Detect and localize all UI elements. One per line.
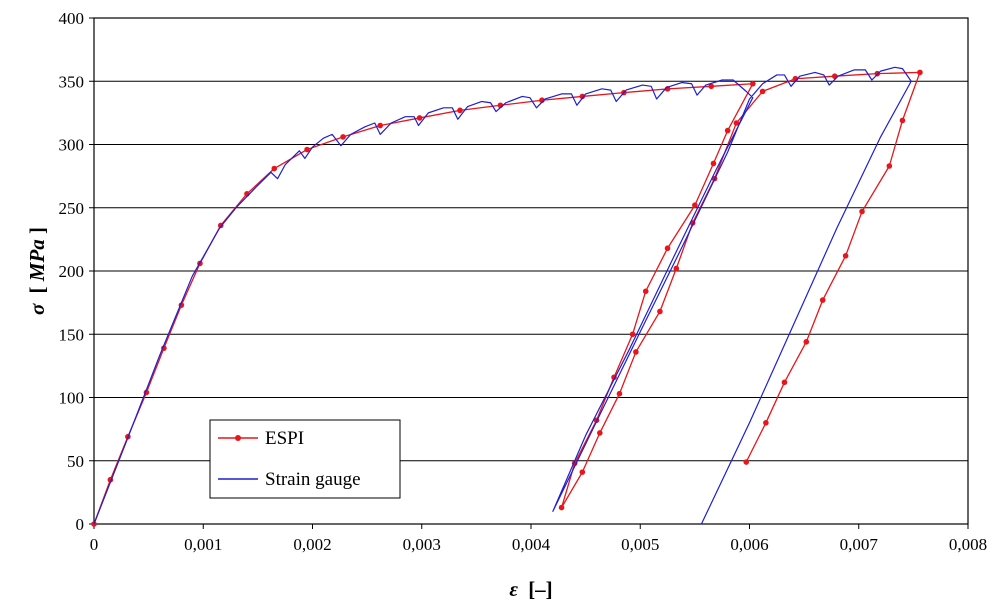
data-point-espi-23: [710, 160, 717, 167]
x-tick-label-5: 0,005: [621, 535, 659, 554]
data-point-espi-37: [673, 265, 680, 272]
legend-espi-marker: [235, 435, 241, 441]
data-point-espi-20: [708, 83, 715, 90]
y-tick-label-5: 250: [59, 199, 85, 218]
data-point-espi-53: [763, 420, 769, 426]
data-point-espi-33: [597, 430, 603, 436]
data-point-espi-17: [579, 93, 586, 100]
legend-strain-gauge-label: Strain gauge: [265, 469, 361, 490]
data-point-espi-45: [917, 69, 923, 76]
grid-lines: [94, 80, 968, 462]
x-tick-label-1: 0,001: [184, 535, 222, 554]
y-tick-label-4: 200: [59, 262, 85, 281]
y-axis-title: σ [ MPa ]: [25, 227, 49, 315]
y-tick-label-3: 150: [59, 325, 85, 344]
data-point-espi-36: [657, 308, 663, 315]
y-axis-ticks: 0 50 100 150 200 250 300 350 400: [59, 9, 94, 534]
y-tick-label-1: 50: [67, 452, 84, 471]
x-axis-ticks: 0 0,001 0,002 0,003 0,004 0,005 0,006 0,007 0,00…: [90, 524, 987, 554]
y-tick-label-8: 400: [59, 9, 85, 28]
data-point-espi-31: [558, 504, 565, 511]
series-strain-gauge: [93, 66, 912, 525]
x-tick-label-3: 0,003: [403, 535, 441, 554]
x-axis-symbol: ε: [509, 577, 518, 601]
x-tick-label-8: 0,008: [949, 535, 987, 554]
data-point-espi-34: [616, 390, 623, 397]
y-axis-unit-close: ]: [25, 227, 49, 234]
legend-espi-label: ESPI: [265, 428, 304, 449]
x-axis-unit: [–]: [528, 577, 553, 601]
data-point-espi-11: [340, 134, 346, 140]
x-tick-label-7: 0,007: [840, 535, 879, 554]
y-axis-unit-open: [: [25, 286, 49, 293]
legend: ESPI Strain gauge: [209, 419, 401, 499]
data-point-espi-46: [899, 117, 906, 124]
x-tick-label-4: 0,004: [512, 535, 551, 554]
data-point-espi-14: [457, 107, 463, 114]
data-point-espi-13: [416, 115, 423, 121]
y-tick-label-2: 100: [59, 389, 85, 408]
legend-box: [209, 419, 401, 499]
data-point-espi-54: [743, 459, 750, 465]
data-point-espi-41: [759, 88, 766, 95]
y-tick-label-7: 350: [59, 72, 85, 91]
y-axis-symbol: σ: [25, 303, 49, 315]
data-point-espi-35: [633, 349, 639, 355]
data-point-espi-26: [642, 288, 649, 295]
data-point-espi-9: [271, 165, 278, 172]
x-tick-label-2: 0,002: [293, 535, 331, 554]
y-tick-label-0: 0: [76, 515, 85, 534]
series-layer: [91, 66, 923, 527]
data-point-espi-27: [629, 331, 636, 338]
series-line-strain-gauge: [93, 66, 912, 525]
data-point-espi-32: [579, 469, 586, 475]
data-point-espi-52: [781, 379, 788, 386]
data-point-espi-21: [749, 80, 756, 87]
x-axis-title: ε [–]: [509, 577, 552, 601]
data-point-espi-49: [842, 253, 849, 259]
y-axis-unit: MPa: [25, 239, 49, 282]
series-espi: [91, 69, 923, 527]
x-tick-label-0: 0: [90, 535, 99, 554]
data-point-espi-50: [819, 297, 826, 303]
data-point-espi-12: [377, 122, 384, 129]
data-point-espi-22: [724, 127, 731, 134]
data-point-espi-24: [692, 202, 698, 209]
data-point-espi-48: [859, 208, 865, 215]
data-point-espi-40: [733, 120, 740, 126]
data-point-espi-51: [803, 339, 810, 345]
y-tick-label-6: 300: [59, 136, 85, 155]
data-point-espi-10: [304, 146, 310, 153]
x-tick-label-6: 0,006: [730, 535, 768, 554]
data-point-espi-47: [886, 163, 893, 169]
data-point-espi-25: [664, 245, 671, 252]
